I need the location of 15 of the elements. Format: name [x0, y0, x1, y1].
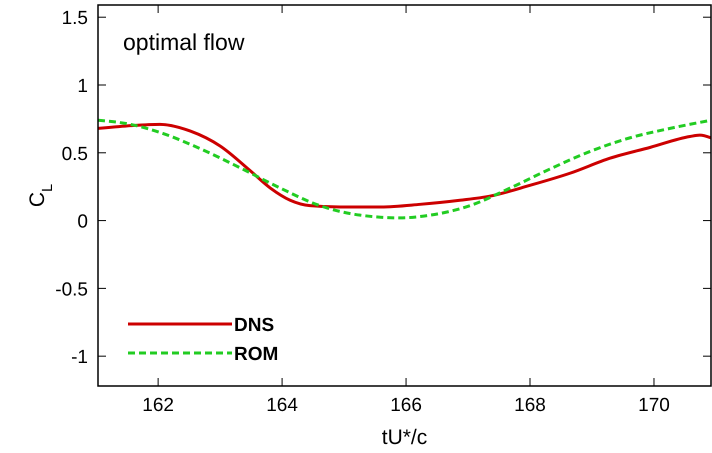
y-tick-label: 0: [77, 212, 88, 233]
x-axis-title: tU*/c: [382, 426, 428, 449]
y-tick-label: 0.5: [62, 144, 88, 165]
x-tick-label: 164: [266, 395, 298, 416]
x-tick-label: 170: [638, 395, 670, 416]
legend-label: ROM: [234, 344, 278, 365]
x-tick-label: 162: [142, 395, 174, 416]
x-tick-label: 166: [390, 395, 422, 416]
x-tick-label: 168: [514, 395, 546, 416]
annotation: optimal flow: [123, 29, 245, 55]
y-tick-label: 1.5: [62, 8, 88, 30]
y-tick-label: 1: [77, 76, 88, 97]
legend-label: DNS: [234, 315, 274, 336]
y-tick-label: -1: [71, 347, 88, 368]
y-tick-label: -0.5: [55, 279, 88, 300]
